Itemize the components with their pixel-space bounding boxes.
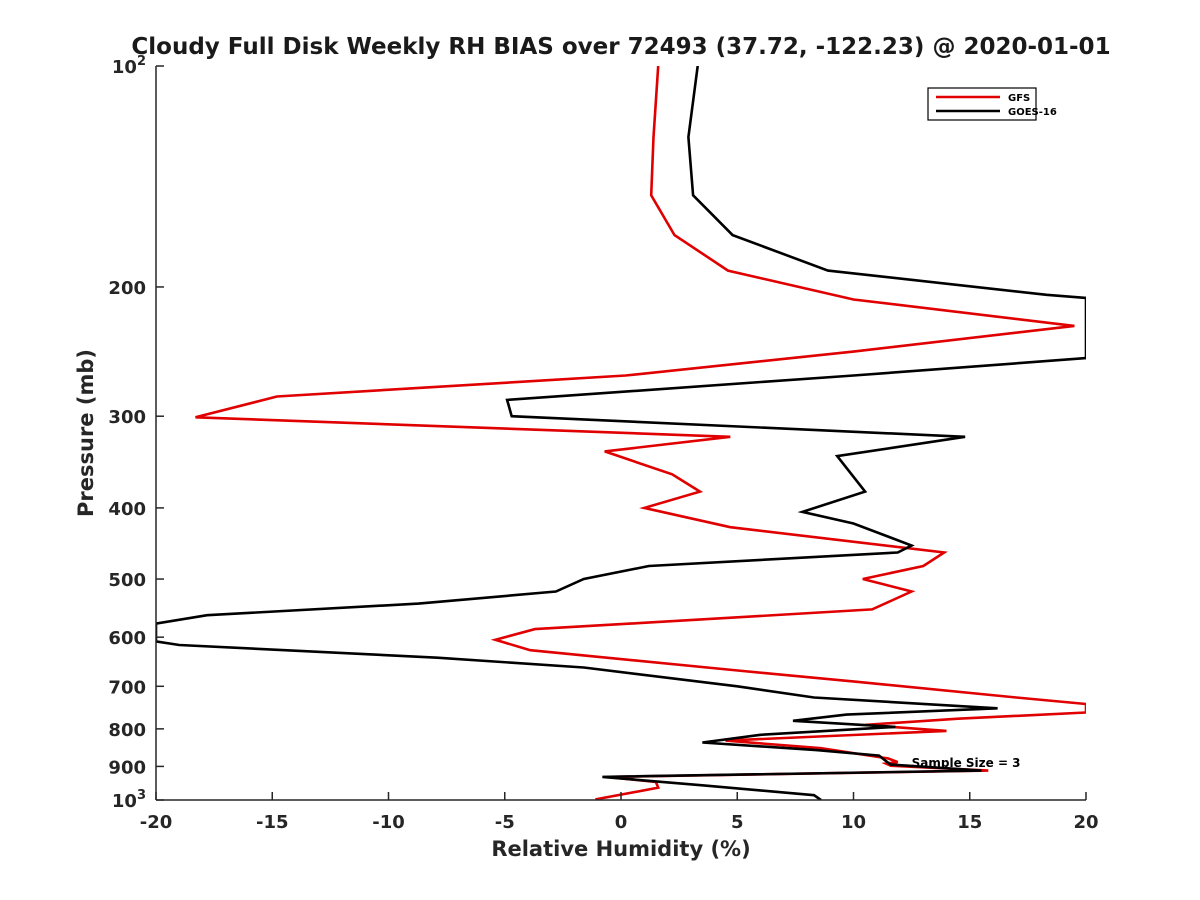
y-tick-label: 600 [108, 628, 146, 649]
y-tick-label: 800 [108, 720, 146, 741]
y-tick-label: 500 [108, 570, 146, 591]
x-tick-label: -20 [140, 812, 173, 833]
series-line-goes-16 [156, 66, 1086, 800]
y-axis-label: Pressure (mb) [74, 349, 98, 517]
legend-label: GFS [1008, 93, 1030, 104]
x-axis-label: Relative Humidity (%) [491, 837, 750, 861]
annotations: Sample Size = 3 [912, 756, 1021, 770]
legend-label: GOES-16 [1008, 107, 1057, 118]
x-tick-label: 15 [957, 812, 982, 833]
x-tick-label: -10 [372, 812, 405, 833]
chart-title: Cloudy Full Disk Weekly RH BIAS over 724… [131, 34, 1110, 60]
series-line-gfs [195, 66, 1086, 800]
legend: GFS GOES-16 [927, 87, 1057, 121]
y-tick-label: 700 [108, 677, 146, 698]
x-tick-label: 5 [731, 812, 744, 833]
y-tick-label: 900 [108, 757, 146, 778]
x-tick-label: 10 [841, 812, 866, 833]
y-tick-label: 300 [108, 407, 146, 428]
y-tick-label: 103 [112, 788, 146, 812]
x-tick-label: -15 [256, 812, 289, 833]
x-tick-label: 0 [615, 812, 628, 833]
x-tick-label: 20 [1073, 812, 1098, 833]
sample-size-annotation: Sample Size = 3 [912, 756, 1021, 770]
x-tick-label: -5 [495, 812, 515, 833]
legend-box [927, 87, 1037, 121]
y-tick-label: 400 [108, 499, 146, 520]
y-tick-label: 102 [112, 54, 146, 78]
y-axis: 102 200 300 400 500 600 700 800 900 103 [108, 54, 164, 812]
data-lines [156, 66, 1086, 800]
y-tick-label: 200 [108, 278, 146, 299]
x-axis: -20 -15 -10 -5 0 5 10 15 20 [140, 792, 1099, 833]
